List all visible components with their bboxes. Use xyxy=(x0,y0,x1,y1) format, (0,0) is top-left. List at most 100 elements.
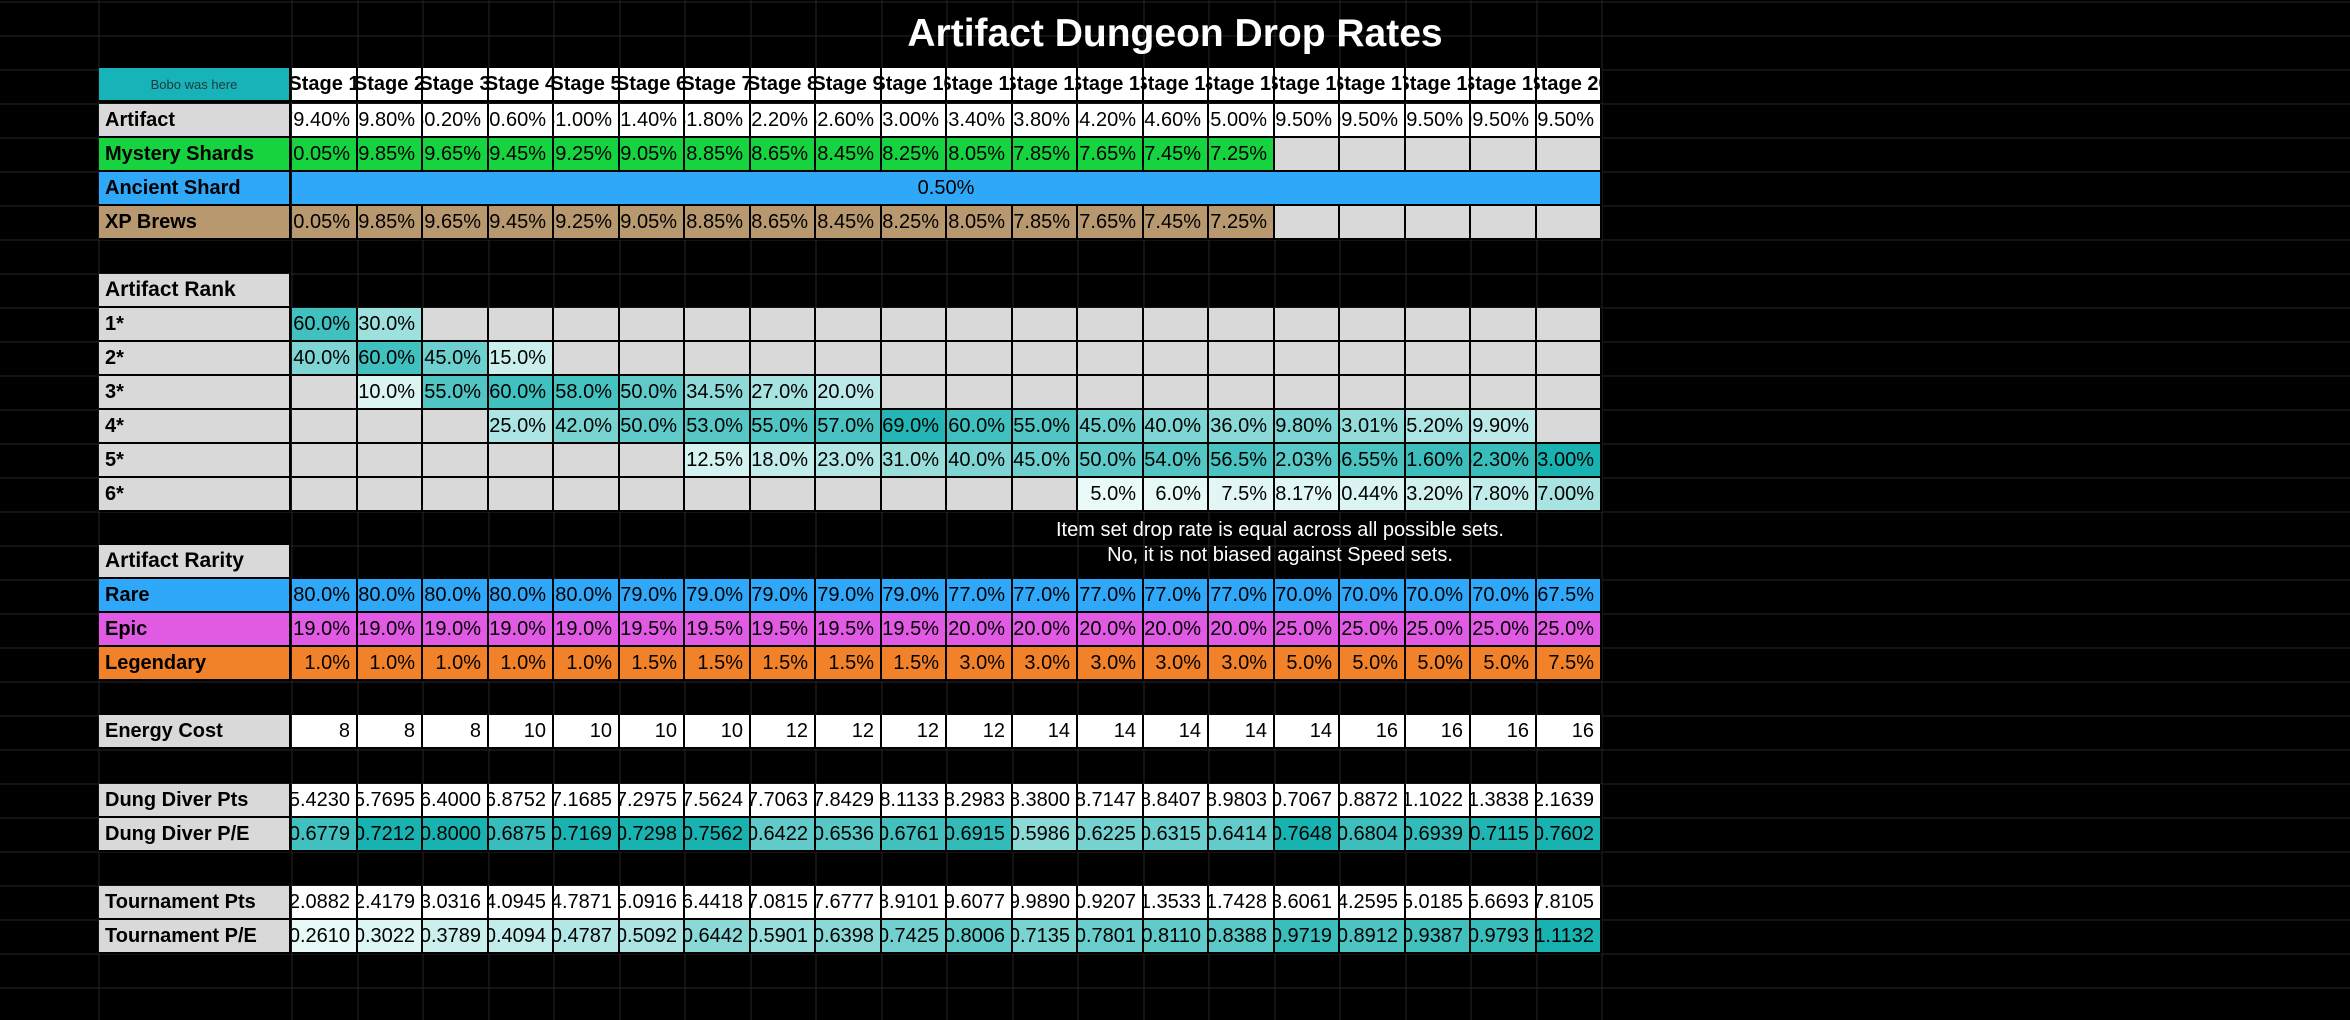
legendary-cell[interactable]: 3.0% xyxy=(947,647,1013,681)
rank-cell[interactable]: 58.0% xyxy=(554,376,620,410)
tourn-pe-cell[interactable]: 0.5092 xyxy=(620,920,685,954)
xp-cell[interactable]: 10.05% xyxy=(292,206,358,240)
rank-cell[interactable] xyxy=(489,478,554,512)
energy-cell[interactable]: 16 xyxy=(1406,715,1471,749)
tourn-pts-cell[interactable]: 7.0815 xyxy=(751,886,816,920)
rare-cell[interactable]: 80.0% xyxy=(554,579,620,613)
rare-cell[interactable]: 77.0% xyxy=(1144,579,1209,613)
tourn-pe-cell[interactable]: 0.2610 xyxy=(292,920,358,954)
energy-cell[interactable]: 12 xyxy=(882,715,947,749)
epic-cell[interactable]: 20.0% xyxy=(1013,613,1078,647)
dung-pe-cell[interactable]: 0.7648 xyxy=(1275,818,1340,852)
rank-cell[interactable] xyxy=(1340,376,1406,410)
rank-cell[interactable] xyxy=(554,444,620,478)
dung-pe-cell[interactable]: 0.7115 xyxy=(1471,818,1537,852)
rare-cell[interactable]: 80.0% xyxy=(292,579,358,613)
rank-cell[interactable] xyxy=(358,410,423,444)
rank-cell[interactable] xyxy=(685,342,751,376)
energy-cell[interactable]: 10 xyxy=(685,715,751,749)
rank-cell[interactable] xyxy=(751,478,816,512)
mystery-cell[interactable]: 7.85% xyxy=(1013,138,1078,172)
dung-pe-cell[interactable]: 0.7298 xyxy=(620,818,685,852)
rank-cell[interactable] xyxy=(947,376,1013,410)
rank-cell[interactable] xyxy=(620,342,685,376)
stage-header-9[interactable]: Stage 9 xyxy=(816,68,882,102)
dung-pe-cell[interactable]: 0.6422 xyxy=(751,818,816,852)
mystery-cell[interactable]: 9.65% xyxy=(423,138,489,172)
dung-pe-cell[interactable]: 0.7212 xyxy=(358,818,423,852)
rank-cell[interactable]: 52.03% xyxy=(1275,444,1340,478)
rare-cell[interactable]: 77.0% xyxy=(1013,579,1078,613)
mystery-cell[interactable]: 9.25% xyxy=(554,138,620,172)
dung-pts-cell[interactable]: 8.7147 xyxy=(1078,784,1144,818)
artifact-cell[interactable]: 82.60% xyxy=(816,104,882,138)
rank-cell[interactable] xyxy=(1013,308,1078,342)
rank-cell[interactable] xyxy=(882,308,947,342)
stage-header-14[interactable]: Stage 14 xyxy=(1144,68,1209,102)
rank-cell[interactable] xyxy=(1013,342,1078,376)
legendary-cell[interactable]: 5.0% xyxy=(1406,647,1471,681)
xp-cell[interactable]: 7.25% xyxy=(1209,206,1275,240)
tourn-pts-cell[interactable]: 2.4179 xyxy=(358,886,423,920)
rank-cell[interactable]: 53.0% xyxy=(685,410,751,444)
energy-cell[interactable]: 8 xyxy=(292,715,358,749)
rank-cell[interactable] xyxy=(554,478,620,512)
dung-pts-cell[interactable]: 6.8752 xyxy=(489,784,554,818)
tourn-pts-cell[interactable]: 6.4418 xyxy=(685,886,751,920)
rank-cell[interactable]: 40.0% xyxy=(292,342,358,376)
epic-cell[interactable]: 20.0% xyxy=(1078,613,1144,647)
xp-cell[interactable]: 7.45% xyxy=(1144,206,1209,240)
dung-pe-cell[interactable]: 0.6761 xyxy=(882,818,947,852)
mystery-cell[interactable]: 7.25% xyxy=(1209,138,1275,172)
artifact-rarity-header[interactable]: Artifact Rarity xyxy=(99,545,291,579)
rank-cell[interactable]: 42.0% xyxy=(554,410,620,444)
tourn-pe-cell[interactable]: 0.7135 xyxy=(1013,920,1078,954)
legendary-cell[interactable]: 5.0% xyxy=(1471,647,1537,681)
rank-cell[interactable] xyxy=(751,342,816,376)
dung-pts-label-cell[interactable]: Dung Diver Pts xyxy=(99,784,291,818)
rare-cell[interactable]: 70.0% xyxy=(1275,579,1340,613)
rank-cell[interactable]: 34.5% xyxy=(685,376,751,410)
rank-cell[interactable]: 13.20% xyxy=(1406,478,1471,512)
rank-cell[interactable]: 33.01% xyxy=(1340,410,1406,444)
dung-pe-cell[interactable]: 0.5986 xyxy=(1013,818,1078,852)
energy-cell[interactable]: 16 xyxy=(1471,715,1537,749)
legendary-cell[interactable]: 1.5% xyxy=(882,647,947,681)
mystery-cell[interactable] xyxy=(1537,138,1602,172)
rank-cell[interactable] xyxy=(1078,376,1144,410)
rank-cell[interactable]: 10.0% xyxy=(358,376,423,410)
legendary-cell[interactable]: 5.0% xyxy=(1340,647,1406,681)
artifact-cell[interactable]: 99.50% xyxy=(1471,104,1537,138)
tourn-pe-cell[interactable]: 0.8110 xyxy=(1144,920,1209,954)
stage-header-4[interactable]: Stage 4 xyxy=(489,68,554,102)
legendary-cell[interactable]: 7.5% xyxy=(1537,647,1602,681)
rank-cell[interactable] xyxy=(947,308,1013,342)
rank-label-cell[interactable]: 1* xyxy=(99,308,291,342)
tourn-pts-cell[interactable]: 2.0882 xyxy=(292,886,358,920)
rank-cell[interactable]: 15.0% xyxy=(489,342,554,376)
rank-cell[interactable]: 50.0% xyxy=(620,410,685,444)
rare-cell[interactable]: 80.0% xyxy=(423,579,489,613)
tourn-pts-cell[interactable]: 5.0916 xyxy=(620,886,685,920)
tourn-pts-cell[interactable]: 9.9890 xyxy=(1013,886,1078,920)
energy-cell[interactable]: 14 xyxy=(1013,715,1078,749)
mystery-cell[interactable] xyxy=(1340,138,1406,172)
rank-cell[interactable]: 56.5% xyxy=(1209,444,1275,478)
tourn-pe-cell[interactable]: 0.3789 xyxy=(423,920,489,954)
rank-cell[interactable]: 40.0% xyxy=(1144,410,1209,444)
rank-cell[interactable]: 27.00% xyxy=(1537,478,1602,512)
rank-cell[interactable]: 61.60% xyxy=(1406,444,1471,478)
epic-cell[interactable]: 25.0% xyxy=(1537,613,1602,647)
stage-header-2[interactable]: Stage 2 xyxy=(358,68,423,102)
energy-cell[interactable]: 12 xyxy=(751,715,816,749)
rank-cell[interactable]: 57.0% xyxy=(816,410,882,444)
dung-pts-cell[interactable]: 5.7695 xyxy=(358,784,423,818)
rank-cell[interactable]: 27.0% xyxy=(751,376,816,410)
stage-header-15[interactable]: Stage 15 xyxy=(1209,68,1275,102)
rank-cell[interactable] xyxy=(947,342,1013,376)
tourn-pts-label-cell[interactable]: Tournament Pts xyxy=(99,886,291,920)
rank-cell[interactable]: 60.0% xyxy=(489,376,554,410)
tourn-pe-cell[interactable]: 0.8912 xyxy=(1340,920,1406,954)
rare-cell[interactable]: 79.0% xyxy=(685,579,751,613)
tourn-pe-cell[interactable]: 1.1132 xyxy=(1537,920,1602,954)
